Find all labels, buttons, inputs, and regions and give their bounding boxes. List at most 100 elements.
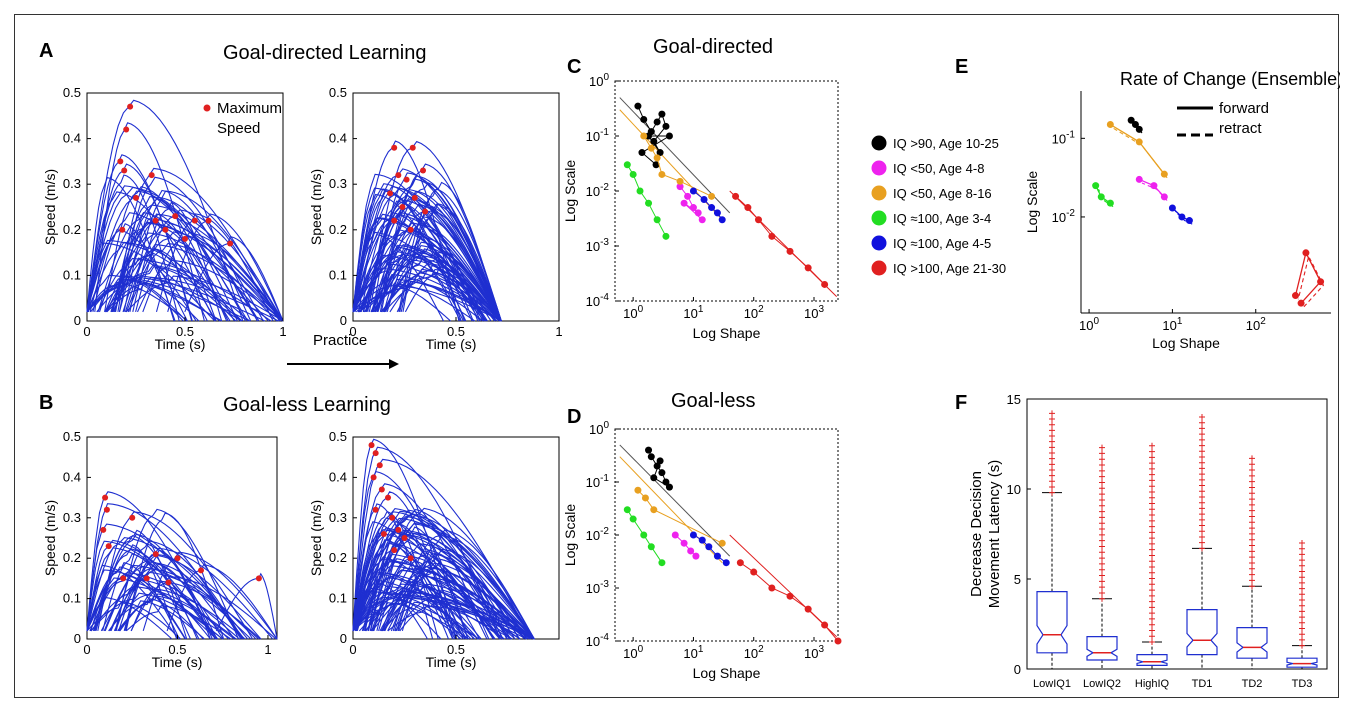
x-tick-label: 102	[744, 304, 764, 321]
data-point	[662, 478, 670, 486]
speed-curve	[375, 244, 502, 322]
speed-curve	[108, 600, 205, 640]
data-point	[640, 531, 648, 539]
outlier-marker	[1149, 500, 1155, 507]
speed-curve	[352, 579, 476, 640]
speed-curve	[352, 278, 502, 322]
y-tick-label: 10-1	[586, 127, 610, 144]
x-tick-label: 101	[683, 644, 703, 661]
max-speed-point	[407, 226, 414, 233]
data-point	[1097, 193, 1105, 201]
outlier-marker	[1249, 548, 1255, 555]
outlier-marker	[1249, 542, 1255, 549]
outlier-marker	[1099, 450, 1105, 457]
outlier-marker	[1199, 522, 1205, 529]
outlier-marker	[1199, 528, 1205, 535]
outlier-marker	[1149, 540, 1155, 547]
y-tick-label: 0.4	[329, 469, 347, 484]
speed-curve	[92, 529, 188, 640]
outlier-marker	[1149, 587, 1155, 594]
data-point	[692, 552, 700, 560]
max-speed-point	[385, 494, 392, 501]
data-point	[636, 187, 644, 195]
data-point	[768, 584, 776, 592]
axes-box-speed	[86, 436, 278, 640]
x-tick-label: 0.5	[168, 642, 186, 657]
speed-curve	[97, 211, 235, 322]
outlier-marker	[1299, 636, 1305, 643]
speed-curve	[362, 522, 535, 640]
outlier-marker	[1149, 575, 1155, 582]
max-speed-point	[399, 204, 406, 210]
panel-title-a: Goal-directed Learning	[223, 42, 426, 64]
outlier-marker	[1099, 572, 1105, 579]
practice-arrowhead	[389, 359, 399, 369]
outlier-marker	[1049, 450, 1055, 456]
x-tick-label: 102	[744, 644, 764, 661]
data-point	[640, 115, 648, 123]
speed-curve	[111, 195, 238, 322]
speed-curve	[352, 233, 444, 322]
outlier-marker	[1099, 595, 1105, 602]
data-point	[680, 539, 688, 547]
panel-letter-b: B	[39, 392, 53, 414]
data-point	[713, 552, 721, 560]
outlier-marker	[1149, 615, 1155, 622]
speed-curve	[352, 517, 464, 640]
outlier-marker	[1049, 461, 1055, 468]
speed-curve	[398, 558, 504, 640]
outlier-marker	[1099, 543, 1105, 550]
speed-curve	[352, 254, 502, 322]
max-speed-point	[133, 194, 139, 201]
speed-curve	[352, 285, 502, 322]
data-point	[834, 637, 842, 645]
data-point	[658, 469, 666, 477]
speed-curve	[352, 586, 505, 640]
legend-marker	[871, 160, 887, 176]
outlier-marker	[1199, 516, 1205, 523]
data-point	[804, 605, 812, 613]
max-speed-point	[198, 567, 204, 574]
outlier-marker	[1099, 560, 1105, 567]
outlier-marker	[1249, 501, 1255, 508]
data-point	[804, 264, 812, 272]
y-tick-label: 0.3	[63, 176, 81, 191]
outlier-marker	[1249, 484, 1255, 491]
speed-curve	[352, 273, 484, 322]
legend-marker	[871, 260, 887, 276]
data-point	[1302, 249, 1310, 257]
y-tick-label: 10-2	[1052, 208, 1076, 225]
outlier-marker	[1199, 431, 1205, 438]
speed-curve	[112, 196, 264, 322]
data-point	[629, 515, 637, 523]
y-axis-label: Log Scale	[562, 504, 578, 566]
data-point	[653, 118, 661, 126]
y-tick-label: 0	[340, 313, 347, 328]
data-point	[1297, 299, 1305, 307]
outlier-marker	[1099, 491, 1105, 498]
data-point	[1131, 120, 1139, 128]
x-tick-label: 0.5	[447, 324, 465, 339]
outlier-marker	[1099, 502, 1105, 509]
outlier-marker	[1249, 559, 1255, 566]
axes-box-log	[614, 80, 839, 302]
outlier-marker	[1299, 597, 1305, 603]
max-speed-legend-marker	[203, 104, 211, 112]
speed-curve	[352, 212, 473, 322]
y-tick-label: 0.1	[329, 591, 347, 606]
speed-curve	[352, 591, 528, 640]
x-axis-label: Log Shape	[693, 665, 761, 681]
x-tick-label: 0	[83, 324, 90, 339]
speed-curve	[117, 176, 258, 322]
data-point	[645, 446, 653, 454]
trend-line	[619, 456, 723, 564]
y-tick-label: 0.2	[329, 550, 347, 565]
speed-curve	[129, 190, 284, 322]
y-tick-label: 0	[340, 631, 347, 646]
data-point	[623, 506, 631, 514]
outlier-marker	[1199, 453, 1205, 460]
speed-curve	[86, 547, 219, 640]
panel-title-b: Goal-less Learning	[223, 394, 391, 416]
trend-line	[619, 444, 731, 557]
speed-curve	[86, 186, 260, 322]
